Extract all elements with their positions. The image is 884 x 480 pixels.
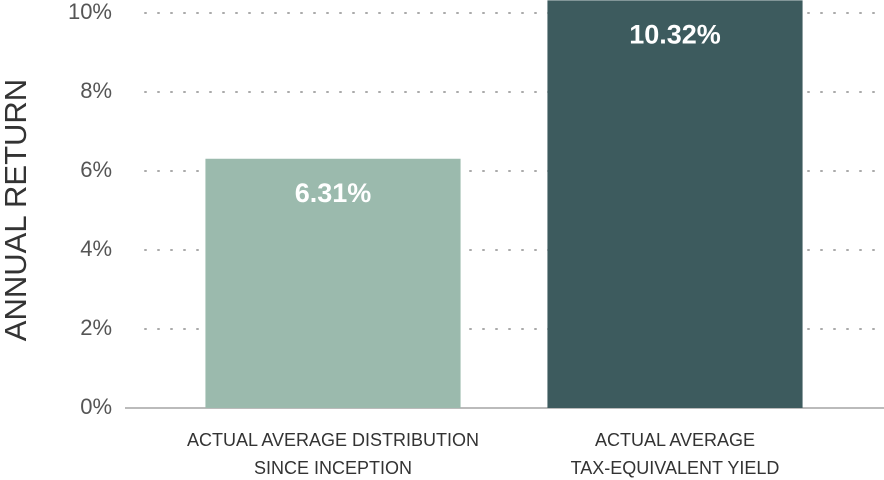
y-tick-label: 4%: [80, 236, 112, 261]
value-label: 6.31%: [295, 178, 372, 208]
bar: [547, 0, 803, 409]
x-tick-label: SINCE INCEPTION: [254, 458, 412, 478]
value-label: 10.32%: [629, 19, 721, 49]
y-tick-label: 0%: [80, 394, 112, 419]
x-tick-label: TAX-EQUIVALENT YIELD: [571, 458, 780, 478]
y-tick-label: 8%: [80, 78, 112, 103]
y-tick-label: 6%: [80, 157, 112, 182]
bar: [205, 158, 461, 408]
y-axis-title: ANNUAL RETURN: [0, 79, 33, 341]
x-tick-label: ACTUAL AVERAGE DISTRIBUTION: [187, 430, 479, 450]
x-tick-label: ACTUAL AVERAGE: [595, 430, 755, 450]
y-tick-label: 2%: [80, 315, 112, 340]
y-tick-label: 10%: [68, 0, 112, 24]
